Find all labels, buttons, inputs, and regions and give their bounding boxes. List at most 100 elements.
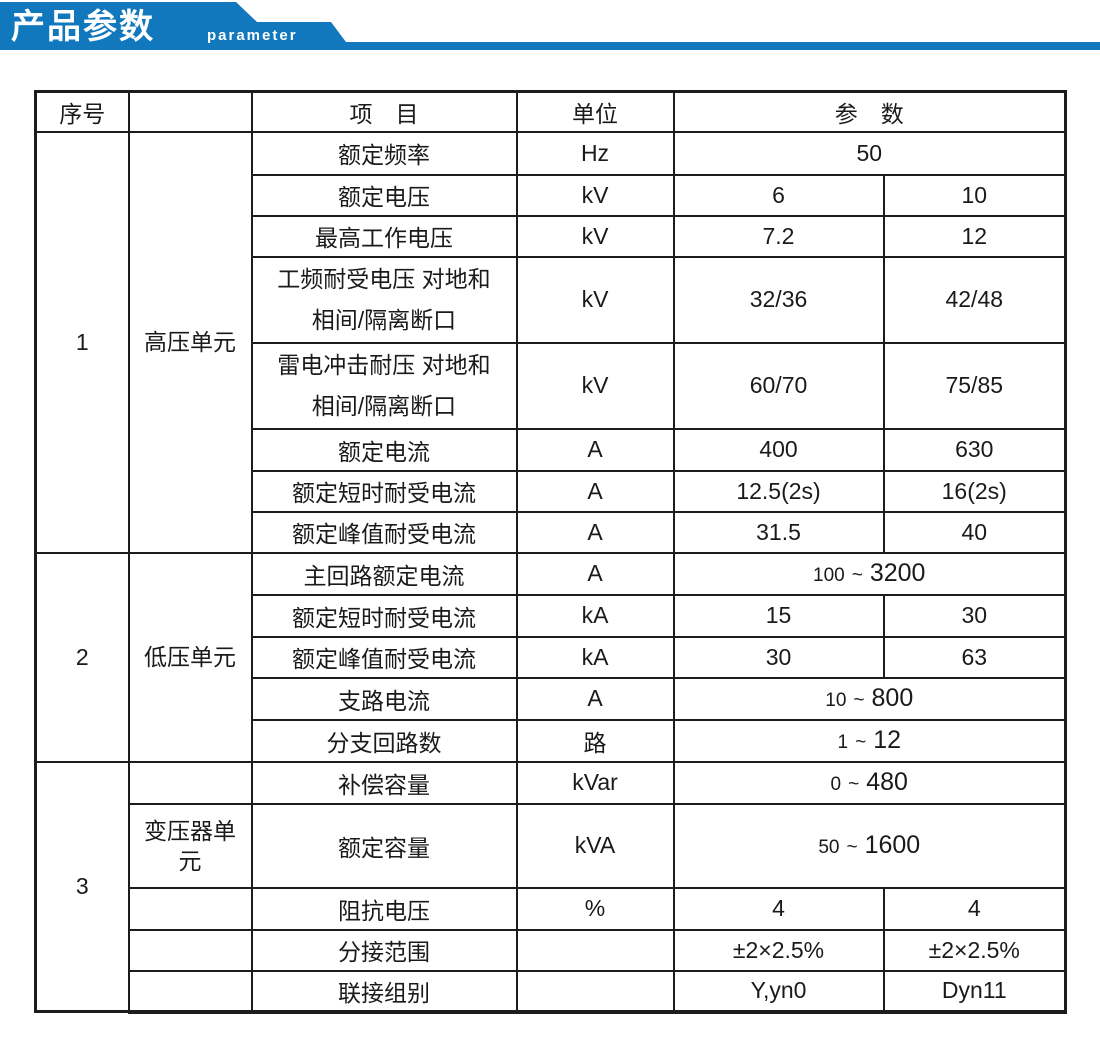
cell-unit: Hz [515,130,675,176]
range-separator: ~ [851,565,863,586]
cell-group-category: 低压单元 [127,551,253,763]
cell-item: 额定短时耐受电流 [250,593,518,638]
cell-param-1: 7.2 [672,214,885,258]
table-row: 额定峰值耐受电流 kA 30 63 [36,635,1067,679]
cell-unit: A [515,551,675,596]
cell-unit: A [515,427,675,472]
cell-unit: kV [515,255,675,344]
cell-item: 主回路额定电流 [250,551,518,596]
cell-unit: A [515,676,675,721]
header-cell-item: 项 目 [250,90,518,133]
cell-param-1: 4 [672,886,885,931]
cell-unit [515,969,675,1014]
range-low: 100 [813,565,845,586]
cell-param-1: 400 [672,427,885,472]
cell-param-1: 60/70 [672,341,885,430]
range-separator: ~ [855,732,867,753]
section-banner: 产品参数 parameter [0,0,1100,56]
cell-param-range: 0 ~480 [672,760,1067,805]
cell-param-2: ±2×2.5% [882,928,1067,972]
range-high: 12 [873,726,901,754]
cell-item: 分支回路数 [250,718,518,763]
header-cell-category [127,90,253,133]
cell-unit [515,928,675,972]
section-subtitle: parameter [207,27,298,44]
cell-param-range: 100 ~3200 [672,551,1067,596]
accent-underline-bar [0,42,1100,50]
range-low: 1 [837,732,849,753]
cell-item: 最高工作电压 [250,214,518,258]
cell-param-full: 50 [672,130,1067,176]
cell-group-no: 3 [34,760,130,1013]
range-low: 10 [825,690,847,711]
cell-unit: kVar [515,760,675,805]
table-row: 1 高压单元 额定频率 Hz 50 [34,130,1067,554]
table-row: 工频耐受电压 对地和 相间/隔离断口 kV 32/36 42/48 [36,255,1067,344]
cell-param-1: 31.5 [672,510,885,554]
cell-category-empty [127,760,253,805]
cell-param-1: 15 [672,593,885,638]
parameters-table: 序号 项 目 单位 参 数 1 高压单元 额定频率 Hz 50 额定电压 kV … [34,90,1067,1014]
cell-item: 补偿容量 [250,760,518,805]
cell-item: 额定频率 [250,130,518,176]
range-high: 800 [871,684,914,712]
cell-unit: % [515,886,675,931]
cell-param-2: 16(2s) [882,469,1067,513]
cell-param-2: 630 [882,427,1067,472]
cell-param-2: 10 [882,173,1067,217]
cell-item: 额定短时耐受电流 [250,469,518,513]
cell-item: 额定峰值耐受电流 [250,635,518,679]
cell-param-1: Y,yn0 [672,969,885,1014]
cell-unit: kV [515,341,675,430]
cell-group-no: 1 [34,130,130,554]
table-row: 分支回路数 路 1 ~12 [36,718,1067,763]
cell-unit: kV [515,214,675,258]
cell-param-1: 6 [672,173,885,217]
cell-item: 雷电冲击耐压 对地和 相间/隔离断口 [250,341,518,430]
banner-shape: 产品参数 parameter [0,2,352,50]
cell-param-2: 63 [882,635,1067,679]
cell-group-no: 2 [34,551,130,763]
cell-param-1: 30 [672,635,885,679]
cell-item: 工频耐受电压 对地和 相间/隔离断口 [250,255,518,344]
cell-param-range: 50 ~1600 [672,802,1067,889]
cell-category-empty [127,969,253,1014]
range-low: 0 [830,774,842,795]
cell-unit: kA [515,635,675,679]
range-high: 3200 [869,559,926,587]
cell-param-range: 1 ~12 [672,718,1067,763]
cell-param-2: 42/48 [882,255,1067,344]
table-header-row: 序号 项 目 单位 参 数 [34,90,1067,133]
cell-item: 支路电流 [250,676,518,721]
table-row: 额定短时耐受电流 kA 15 30 [36,593,1067,638]
header-cell-no: 序号 [34,90,130,133]
cell-item: 阻抗电压 [250,886,518,931]
section-title: 产品参数 [11,8,155,46]
header-cell-param: 参 数 [672,90,1067,133]
cell-param-1: 32/36 [672,255,885,344]
table-row: 阻抗电压 % 4 4 [36,886,1067,931]
cell-item: 分接范围 [250,928,518,972]
table-row: 额定短时耐受电流 A 12.5(2s) 16(2s) [36,469,1067,513]
table-row: 额定电压 kV 6 10 [36,173,1067,217]
cell-unit: A [515,510,675,554]
cell-item: 联接组别 [250,969,518,1014]
table-row: 2 低压单元 主回路额定电流 A 100 ~3200 [34,551,1067,763]
cell-param-2: 30 [882,593,1067,638]
table-row: 联接组别 Y,yn0 Dyn11 [36,969,1067,1014]
range-separator: ~ [853,690,865,711]
table-row: 变压器单 元 额定容量 kVA 50 ~1600 [36,802,1067,889]
table-row: 额定峰值耐受电流 A 31.5 40 [36,510,1067,554]
cell-param-2: 40 [882,510,1067,554]
cell-unit: kVA [515,802,675,889]
cell-param-range: 10 ~800 [672,676,1067,721]
cell-unit: kV [515,173,675,217]
range-high: 1600 [864,831,921,859]
cell-category-empty [127,886,253,931]
table-row: 支路电流 A 10 ~800 [36,676,1067,721]
table-row: 3 补偿容量 kVar 0 ~480 [34,760,1067,1013]
header-cell-unit: 单位 [515,90,675,133]
cell-param-2: 12 [882,214,1067,258]
cell-unit: 路 [515,718,675,763]
